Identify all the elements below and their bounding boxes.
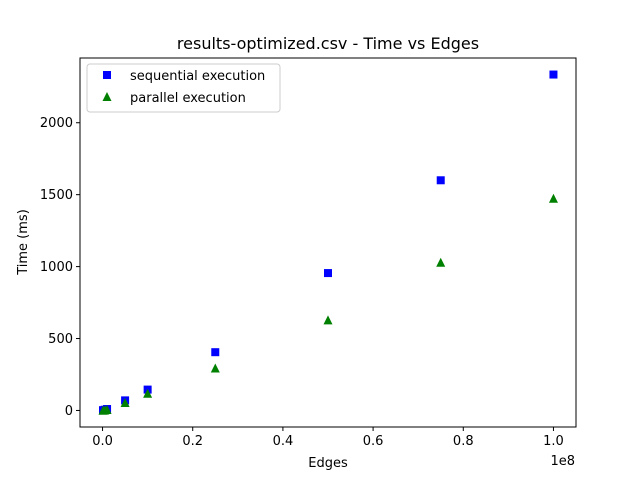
y-axis-label: Time (ms) — [16, 209, 31, 276]
x-axis-offset-label: 1e8 — [550, 454, 575, 469]
x-tick-label: 0.6 — [363, 434, 384, 449]
legend-frame — [86, 63, 281, 113]
sequential-data-point — [324, 269, 332, 278]
x-tick-label: 0.8 — [453, 434, 474, 449]
legend-marker-parallel — [102, 92, 112, 101]
parallel-data-point — [102, 404, 112, 414]
parallel-data-point — [143, 388, 153, 398]
y-tick-label: 0 — [65, 404, 73, 419]
plot-frame — [79, 57, 577, 428]
y-tick-label: 2000 — [40, 116, 73, 131]
parallel-data-point — [436, 257, 446, 267]
parallel-data-point — [120, 398, 130, 408]
sequential-data-point — [549, 70, 558, 79]
y-tick-label: 1000 — [40, 260, 73, 275]
legend-label-sequential: sequential execution — [130, 69, 265, 84]
y-tick-label: 1500 — [40, 188, 73, 203]
x-tick-label: 0.0 — [92, 434, 113, 449]
sequential-data-point — [211, 348, 220, 357]
parallel-data-point — [548, 193, 558, 203]
x-axis-label: Edges — [308, 456, 348, 471]
x-tick-label: 1.0 — [543, 434, 564, 449]
legend-label-parallel: parallel execution — [130, 91, 246, 106]
x-tick-label: 0.2 — [182, 434, 203, 449]
plot-area: 0.0 0.2 0.4 0.6 0.8 1.0 0 500 1000 1500 2000 — [40, 57, 577, 449]
legend: sequential execution parallel execution — [86, 63, 281, 113]
data-points — [98, 70, 558, 415]
chart-title: results-optimized.csv - Time vs Edges — [177, 34, 479, 53]
x-axis-ticks: 0.0 0.2 0.4 0.6 0.8 1.0 — [92, 427, 564, 449]
legend-marker-sequential — [103, 71, 111, 79]
sequential-data-point — [436, 176, 445, 185]
parallel-data-point — [323, 315, 333, 325]
x-tick-label: 0.4 — [273, 434, 294, 449]
y-axis-ticks: 0 500 1000 1500 2000 — [40, 116, 80, 419]
y-tick-label: 500 — [48, 332, 73, 347]
parallel-data-point — [210, 363, 220, 373]
